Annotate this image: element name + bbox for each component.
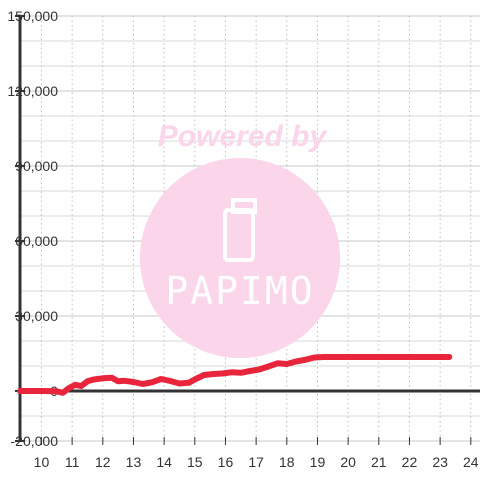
x-tick-label: 13 — [126, 454, 142, 470]
x-tick-label: 16 — [218, 454, 234, 470]
x-tick-label: 17 — [248, 454, 264, 470]
watermark-powered-by-text: Powered by — [158, 120, 328, 153]
watermark-brand-text: PAPIMO — [165, 269, 314, 313]
phone-icon — [223, 198, 257, 262]
x-tick-label: 12 — [95, 454, 111, 470]
y-tick-label: 150,000 — [7, 8, 58, 24]
x-tick-label: 19 — [310, 454, 326, 470]
y-tick-label: 120,000 — [7, 83, 58, 99]
y-tick-label: 30,000 — [15, 308, 58, 324]
y-tick-label: 90,000 — [15, 158, 58, 174]
x-tick-label: 20 — [340, 454, 356, 470]
y-tick-label: -20,000 — [11, 433, 59, 449]
x-tick-label: 14 — [156, 454, 172, 470]
y-tick-label: 60,000 — [15, 233, 58, 249]
papimo-watermark: Powered by PAPIMO — [140, 120, 340, 358]
x-tick-label: 24 — [463, 454, 479, 470]
x-tick-label: 18 — [279, 454, 295, 470]
x-axis-ticks: 10 11 12 13 14 15 16 17 18 19 20 21 22 23 24 — [34, 437, 479, 470]
x-tick-label: 11 — [65, 454, 80, 470]
x-tick-label: 22 — [402, 454, 418, 470]
x-tick-label: 21 — [371, 454, 387, 470]
x-tick-label: 15 — [187, 454, 203, 470]
grid — [20, 15, 480, 442]
series-line — [17, 354, 453, 396]
x-tick-label: 10 — [34, 454, 50, 470]
x-tick-label: 23 — [432, 454, 448, 470]
